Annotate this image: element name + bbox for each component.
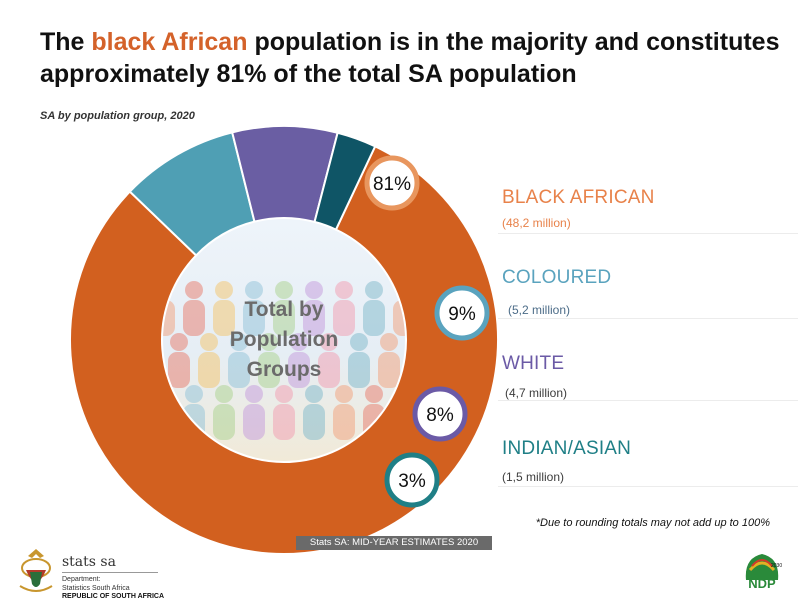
legend-name-3: INDIAN/ASIAN [502, 438, 632, 459]
org-line-1: Department: [62, 576, 101, 583]
percent-badge-3 [384, 452, 440, 508]
legend-name-2: WHITE [502, 353, 565, 374]
percent-label-0: 81% [373, 174, 411, 195]
coat-of-arms-icon [19, 549, 53, 592]
org-line-2: Statistics South Africa [62, 584, 130, 592]
ndp-logo-icon: 2030 NDP [745, 554, 782, 591]
page-title: The black African population is in the m… [40, 26, 780, 90]
legend-value-2: (4,7 million) [505, 386, 568, 400]
title-prefix: The [40, 28, 92, 56]
title-suffix: population is in the majority and consti… [40, 28, 780, 88]
percent-label-1: 9% [448, 304, 476, 325]
chart-subtitle: SA by population group, 2020 [40, 110, 195, 122]
legend-divider-0 [498, 233, 798, 234]
center-label-line-0: Total by [245, 298, 324, 321]
org-name: stats sa [62, 554, 116, 570]
legend-name-0: BLACK AFRICAN [502, 187, 655, 208]
donut-slice-0 [69, 145, 499, 555]
org-line-3: REPUBLIC OF SOUTH AFRICA [62, 593, 165, 600]
legend-value-0: (48,2 million) [502, 216, 571, 230]
legend-value-1: (5,2 million) [508, 303, 571, 317]
percent-label-2: 8% [426, 405, 454, 426]
center-label-line-2: Groups [247, 358, 322, 381]
ndp-year: 2030 [771, 563, 782, 569]
title-highlight: black African [91, 28, 248, 56]
legend-divider-1 [498, 318, 798, 319]
ndp-label: NDP [748, 576, 776, 591]
percent-badge-1 [434, 285, 490, 341]
donut-slice-3 [313, 131, 377, 231]
percent-badge-0 [364, 155, 420, 211]
center-label-line-1: Population [230, 328, 339, 351]
rounding-footnote: *Due to rounding totals may not add up t… [535, 517, 770, 529]
org-divider [62, 572, 158, 573]
legend-name-1: COLOURED [502, 267, 612, 288]
legend-divider-3 [498, 486, 798, 487]
legend-value-3: (1,5 million) [502, 470, 565, 484]
source-bar: Stats SA: MID-YEAR ESTIMATES 2020 [296, 536, 492, 550]
percent-label-3: 3% [398, 471, 426, 492]
percent-badge-2 [412, 386, 468, 442]
org-block: stats sa Department: Statistics South Af… [62, 554, 164, 602]
legend-divider-2 [498, 400, 798, 401]
